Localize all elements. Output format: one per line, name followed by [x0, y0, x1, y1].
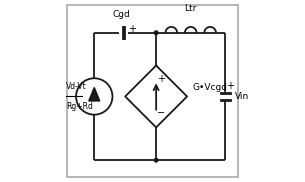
Text: Ltr: Ltr — [185, 4, 197, 13]
Text: +: + — [226, 81, 235, 91]
Text: Vin: Vin — [235, 92, 249, 101]
Circle shape — [154, 158, 158, 162]
Text: G•Vcgd: G•Vcgd — [192, 83, 228, 92]
Polygon shape — [89, 88, 100, 101]
Circle shape — [154, 31, 158, 35]
Text: +: + — [127, 24, 135, 34]
Text: Vd-Vt: Vd-Vt — [66, 82, 87, 91]
Text: Cgd: Cgd — [113, 10, 131, 19]
Text: Rg+Rd: Rg+Rd — [66, 102, 93, 111]
Text: +: + — [157, 74, 165, 84]
Text: −: − — [157, 108, 165, 118]
